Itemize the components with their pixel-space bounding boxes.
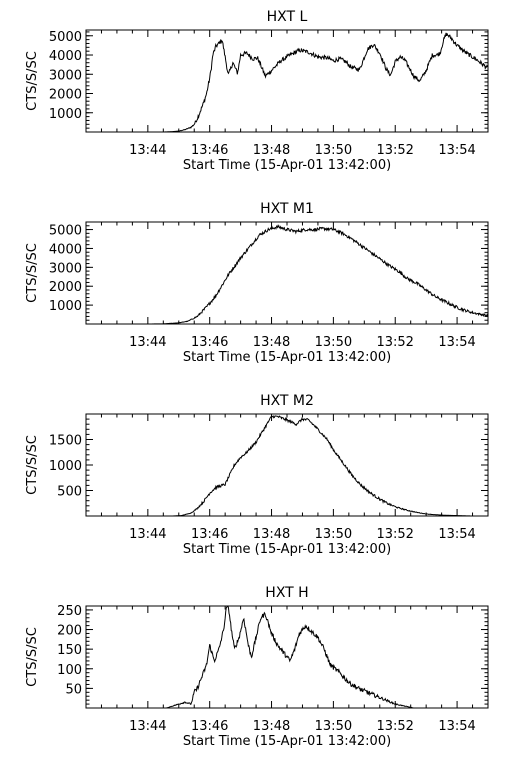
y-tick-label: 150 (57, 643, 82, 658)
y-axis-label: CTS/S/SC (25, 51, 40, 111)
plot-frame (85, 29, 489, 133)
x-tick-label: 13:50 (315, 143, 352, 158)
x-tick-label: 13:44 (129, 335, 166, 350)
y-axis-label: CTS/S/SC (25, 243, 40, 303)
x-tick-label: 13:44 (129, 719, 166, 734)
panel-title: HXT L (267, 9, 308, 25)
x-tick-label: 13:52 (376, 527, 413, 542)
x-tick-label: 13:48 (253, 143, 290, 158)
y-tick-label: 5000 (49, 224, 82, 239)
x-tick-label: 13:50 (315, 719, 352, 734)
x-tick-label: 13:50 (315, 527, 352, 542)
plot-frame (85, 221, 489, 325)
x-tick-label: 13:54 (438, 719, 475, 734)
y-tick-label: 1000 (49, 107, 82, 122)
x-axis-label: Start Time (15-Apr-01 13:42:00) (183, 734, 391, 749)
plot-frame (85, 413, 489, 517)
x-tick-label: 13:44 (129, 527, 166, 542)
y-tick-label: 1000 (49, 299, 82, 314)
x-tick-label: 13:50 (315, 335, 352, 350)
x-tick-label: 13:54 (438, 143, 475, 158)
y-tick-label: 2000 (49, 88, 82, 103)
y-tick-label: 100 (57, 663, 82, 678)
y-tick-label: 250 (57, 604, 82, 619)
x-tick-label: 13:48 (253, 719, 290, 734)
x-tick-label: 13:48 (253, 335, 290, 350)
series-line-1 (101, 414, 488, 517)
y-tick-label: 3000 (49, 68, 82, 83)
y-tick-label: 2000 (49, 280, 82, 295)
x-tick-label: 13:52 (376, 143, 413, 158)
y-tick-label: 200 (57, 624, 82, 639)
panel-4: HXT H 13:44 13:46 13:48 13:50 13:52 13:54 50 100… (25, 585, 489, 749)
y-axis-label: CTS/S/SC (25, 627, 40, 687)
x-tick-label: 13:44 (129, 143, 166, 158)
y-tick-label: 1500 (49, 434, 82, 449)
series-line-1 (101, 32, 489, 133)
panel-2: HXT M1 13:44 13:46 13:48 13:50 13:52 13:54 1000… (25, 201, 489, 365)
x-tick-label: 13:52 (376, 335, 413, 350)
panel-1: HXT L 13:44 13:46 13:48 13:50 13:52 13:54 1000 2… (25, 9, 489, 173)
y-tick-label: 5000 (49, 30, 82, 45)
x-tick-label: 13:54 (438, 335, 475, 350)
x-tick-label: 13:54 (438, 527, 475, 542)
y-tick-label: 3000 (49, 261, 82, 276)
x-tick-label: 13:46 (191, 527, 228, 542)
series-line-1 (101, 224, 489, 325)
x-tick-label: 13:52 (376, 719, 413, 734)
y-tick-label: 4000 (49, 242, 82, 257)
y-tick-label: 500 (57, 485, 82, 500)
series-line-1 (101, 605, 488, 709)
x-axis-label: Start Time (15-Apr-01 13:42:00) (183, 158, 391, 173)
panel-title: HXT H (265, 585, 308, 601)
y-tick-label: 1000 (49, 459, 82, 474)
x-axis-label: Start Time (15-Apr-01 13:42:00) (183, 542, 391, 557)
x-tick-label: 13:46 (191, 719, 228, 734)
x-tick-label: 13:46 (191, 143, 228, 158)
panel-title: HXT M1 (260, 201, 314, 217)
panel-3: HXT M2 13:44 13:46 13:48 13:50 13:52 13:54 500 1… (25, 393, 489, 557)
y-tick-label: 4000 (49, 49, 82, 64)
x-tick-label: 13:46 (191, 335, 228, 350)
x-axis-label: Start Time (15-Apr-01 13:42:00) (183, 350, 391, 365)
panel-title: HXT M2 (260, 393, 314, 409)
x-tick-label: 13:48 (253, 527, 290, 542)
y-tick-label: 50 (65, 682, 82, 697)
y-axis-label: CTS/S/SC (25, 435, 40, 495)
